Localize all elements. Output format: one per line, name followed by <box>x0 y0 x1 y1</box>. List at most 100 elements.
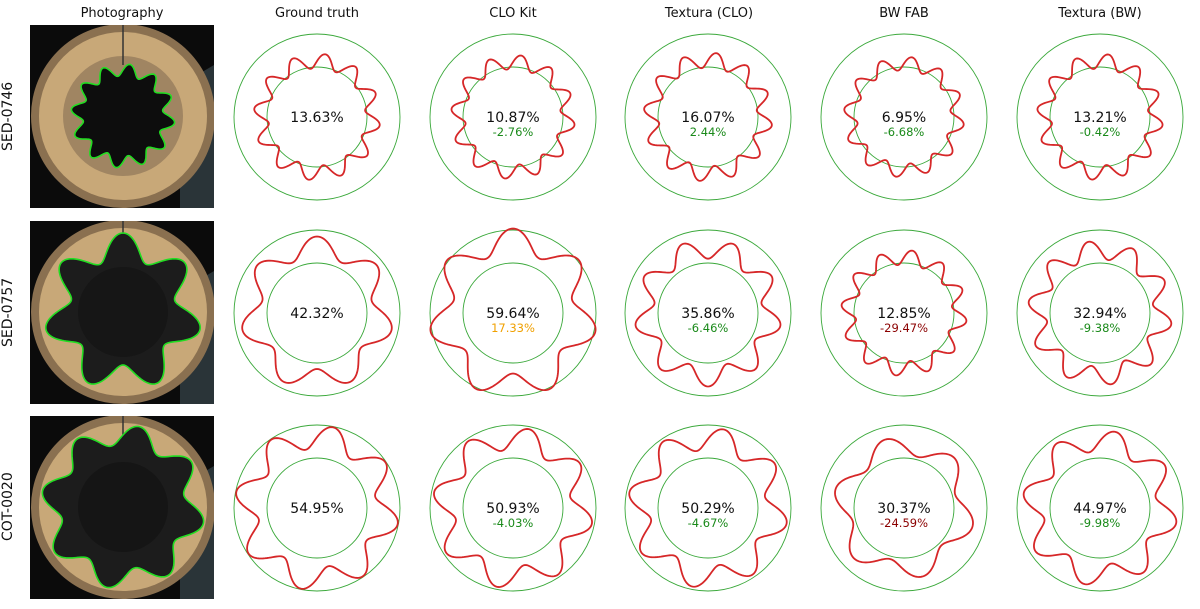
drape-profile-sed-0757-textura-clo: 35.86% -6.46% <box>624 229 792 397</box>
drape-outline <box>235 426 399 590</box>
drape-outline <box>253 53 381 181</box>
column-header-textura-bw: Textura (BW) <box>1058 6 1142 21</box>
outer-ring <box>820 33 988 201</box>
coefficient-difference: -9.98% <box>1080 516 1121 530</box>
drape-coefficient: 59.64% <box>486 306 539 322</box>
inner-ring <box>462 262 564 364</box>
coefficient-difference: -2.76% <box>493 125 534 139</box>
drape-outline <box>834 438 974 578</box>
drape-coefficient: 6.95% <box>882 110 926 126</box>
drape-coefficient: 42.32% <box>290 306 343 322</box>
drape-outline <box>429 227 597 392</box>
column-header-photography: Photography <box>80 6 164 21</box>
outer-ring <box>1016 229 1184 397</box>
drape-outline <box>1022 430 1178 586</box>
drape-coefficient: 32.94% <box>1073 306 1126 322</box>
inner-ring <box>462 66 564 168</box>
outer-ring <box>233 424 401 592</box>
outer-ring <box>233 33 401 201</box>
drape-coefficient: 35.86% <box>681 306 734 322</box>
drape-profile-sed-0746-ground-truth: 13.63% <box>233 33 401 201</box>
inner-ring <box>462 457 564 559</box>
row-label-3: COT-0020 <box>0 472 16 542</box>
outer-ring <box>429 229 597 397</box>
coefficient-difference: -9.38% <box>1080 321 1121 335</box>
inner-ring <box>1049 457 1151 559</box>
outer-ring <box>820 229 988 397</box>
drape-outline <box>628 428 788 588</box>
drape-profile-cot-0020-textura-clo: 50.29% -4.67% <box>624 424 792 592</box>
drape-profile-cot-0020-ground-truth: 54.95% <box>233 424 401 592</box>
drape-profile-sed-0757-clo-kit: 59.64% 17.33% <box>429 227 597 397</box>
drape-outline <box>433 428 593 588</box>
coefficient-difference: -24.59% <box>880 516 928 530</box>
drape-coefficient: 50.29% <box>681 501 734 517</box>
column-header-bw-fab: BW FAB <box>879 6 929 21</box>
drape-coefficient: 30.37% <box>877 501 930 517</box>
drape-profile-sed-0746-textura-bw: 13.21% -0.42% <box>1016 33 1184 201</box>
column-header-textura-clo: Textura (CLO) <box>664 6 754 21</box>
outer-ring <box>820 424 988 592</box>
drape-coefficient: 50.93% <box>486 501 539 517</box>
outer-ring <box>1016 424 1184 592</box>
drape-profile-sed-0757-ground-truth: 42.32% <box>233 229 401 397</box>
drape-coefficient: 16.07% <box>681 110 734 126</box>
drape-profile-cot-0020-clo-kit: 50.93% -4.03% <box>429 424 597 592</box>
drape-coefficient: 44.97% <box>1073 501 1126 517</box>
outer-ring <box>233 229 401 397</box>
coefficient-difference: -6.68% <box>884 125 925 139</box>
outer-ring <box>624 33 792 201</box>
drape-outline <box>241 235 393 384</box>
drape-profile-cot-0020-bw-fab: 30.37% -24.59% <box>820 424 988 592</box>
drape-coefficient: 12.85% <box>877 306 930 322</box>
inner-ring <box>853 457 955 559</box>
coefficient-difference: -0.42% <box>1080 125 1121 139</box>
outer-ring <box>1016 33 1184 201</box>
inner-ring <box>853 262 955 364</box>
outer-ring <box>624 229 792 397</box>
drape-outline <box>450 54 576 180</box>
drape-outline <box>843 56 965 178</box>
inner-ring <box>1049 66 1151 168</box>
drape-profile-sed-0746-bw-fab: 6.95% -6.68% <box>820 33 988 201</box>
column-header-ground-truth: Ground truth <box>275 6 359 21</box>
drape-photo-3 <box>30 416 214 599</box>
coefficient-difference: -29.47% <box>880 321 928 335</box>
drape-profile-sed-0746-clo-kit: 10.87% -2.76% <box>429 33 597 201</box>
drape-outline <box>643 52 773 182</box>
drape-photo-1 <box>30 25 214 208</box>
outer-ring <box>624 424 792 592</box>
inner-ring <box>657 457 759 559</box>
drape-profile-cot-0020-textura-bw: 44.97% -9.98% <box>1016 424 1184 592</box>
outer-ring <box>429 33 597 201</box>
inner-ring <box>266 262 368 364</box>
drape-coefficient: 13.63% <box>290 110 343 126</box>
drape-photo-2 <box>30 221 214 404</box>
drape-profile-sed-0757-textura-bw: 32.94% -9.38% <box>1016 229 1184 397</box>
outer-ring <box>429 424 597 592</box>
coefficient-difference: 2.44% <box>690 125 727 139</box>
drape-coefficient: 54.95% <box>290 501 343 517</box>
inner-ring <box>1049 262 1151 364</box>
drape-profile-sed-0746-textura-clo: 16.07% 2.44% <box>624 33 792 201</box>
drape-outline <box>634 242 782 388</box>
drape-outline <box>1036 53 1164 181</box>
inner-ring <box>657 262 759 364</box>
drape-coefficient: 10.87% <box>486 110 539 126</box>
coefficient-difference: 17.33% <box>491 321 535 335</box>
coefficient-difference: -4.67% <box>688 516 729 530</box>
inner-ring <box>266 457 368 559</box>
drape-profile-sed-0757-bw-fab: 12.85% -29.47% <box>820 229 988 397</box>
row-label-2: SED-0757 <box>0 277 16 347</box>
coefficient-difference: -6.46% <box>688 321 729 335</box>
row-label-1: SED-0746 <box>0 81 16 151</box>
drape-coefficient: 13.21% <box>1073 110 1126 126</box>
column-header-clo-kit: CLO Kit <box>489 6 537 21</box>
inner-ring <box>657 66 759 168</box>
drape-outline <box>1027 240 1173 386</box>
inner-ring <box>266 66 368 168</box>
coefficient-difference: -4.03% <box>493 516 534 530</box>
drape-outline <box>840 249 968 377</box>
inner-ring <box>853 66 955 168</box>
